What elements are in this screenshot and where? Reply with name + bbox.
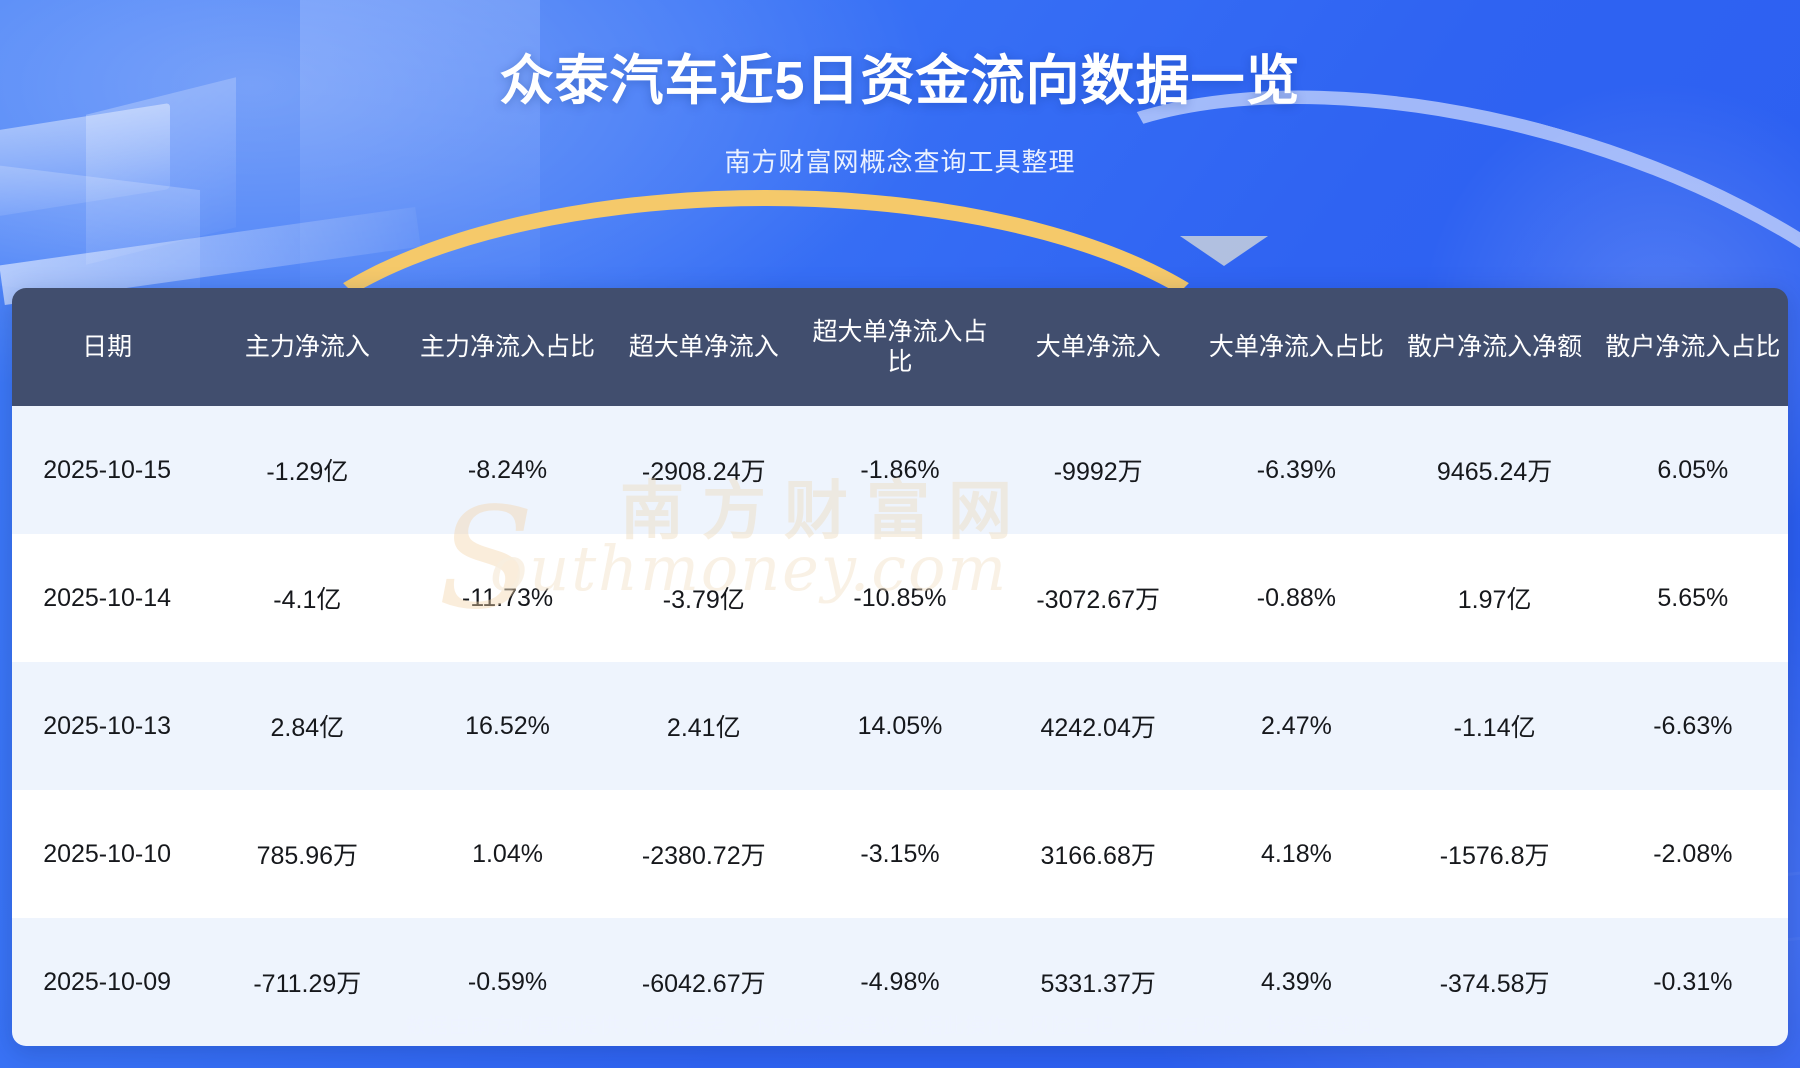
table-row: 2025-10-15 -1.29亿 -8.24% -2908.24万 -1.86… (12, 406, 1788, 534)
cell-main-pct: 16.52% (465, 711, 550, 740)
table-body: 2025-10-15 -1.29亿 -8.24% -2908.24万 -1.86… (12, 406, 1788, 1046)
col-header-retail-pct: 散户净流入占比 (1597, 288, 1788, 406)
fund-flow-table-card: 日期 主力净流入 主力净流入占比 超大单净流入 超大单净流入占比 大单净流入 大… (12, 288, 1788, 1046)
cell-xl-pct: -4.98% (860, 967, 940, 996)
cell-xl-pct: 14.05% (857, 711, 943, 740)
cell-retail-pct: -0.31% (1653, 967, 1733, 996)
cell-big-net: -3072.67万 (1036, 586, 1161, 614)
cell-big-pct: 2.47% (1260, 711, 1332, 740)
col-header-main-net: 主力净流入 (202, 288, 413, 406)
cell-date: 2025-10-15 (43, 455, 172, 484)
cell-date: 2025-10-13 (43, 711, 172, 740)
cell-retail-net: 1.97亿 (1457, 586, 1532, 614)
cell-main-pct: 1.04% (472, 839, 543, 868)
cell-main-pct: -8.24% (467, 455, 548, 484)
col-header-big-net: 大单净流入 (995, 288, 1202, 406)
cell-xl-net: -2380.72万 (641, 842, 766, 870)
cell-retail-net: -374.58万 (1439, 970, 1550, 998)
cell-xl-net: -3.79亿 (662, 586, 745, 614)
cell-main-net: -4.1亿 (273, 586, 342, 614)
cell-xl-pct: -10.85% (853, 583, 947, 612)
cell-big-pct: 4.39% (1260, 967, 1332, 996)
cell-retail-pct: 5.65% (1657, 583, 1729, 612)
cell-retail-net: -1.14亿 (1453, 714, 1536, 742)
cell-big-pct: -6.39% (1256, 455, 1337, 484)
col-header-retail-net: 散户净流入净额 (1391, 288, 1598, 406)
cell-xl-pct: -3.15% (860, 839, 940, 868)
cell-retail-pct: -6.63% (1653, 711, 1733, 740)
cell-main-net: 2.84亿 (270, 714, 345, 742)
table-row: 2025-10-10 785.96万 1.04% -2380.72万 -3.15… (12, 790, 1788, 918)
cell-main-net: -711.29万 (253, 970, 362, 998)
cell-xl-net: -2908.24万 (641, 458, 766, 486)
cell-date: 2025-10-09 (43, 967, 172, 996)
cell-main-pct: -0.59% (467, 967, 548, 996)
col-header-xl-pct: 超大单净流入占比 (804, 288, 996, 406)
cell-retail-net: -1576.8万 (1439, 842, 1550, 870)
cell-big-net: -9992万 (1053, 458, 1143, 486)
table-row: 2025-10-14 -4.1亿 -11.73% -3.79亿 -10.85% … (12, 534, 1788, 662)
cell-xl-net: 2.41亿 (666, 714, 741, 742)
col-header-xl-net: 超大单净流入 (602, 288, 805, 406)
cell-retail-net: 9465.24万 (1436, 458, 1553, 486)
table-head: 日期 主力净流入 主力净流入占比 超大单净流入 超大单净流入占比 大单净流入 大… (12, 288, 1788, 406)
decor-triangle (1180, 236, 1268, 266)
cell-big-pct: 4.18% (1260, 839, 1332, 868)
cell-big-net: 5331.37万 (1040, 970, 1156, 998)
disclaimer-text: 数据由南方财富网提供，仅供参考，不构成投资建议，据此操作，风险自担。股市有风险，… (405, 1015, 1395, 1038)
fund-flow-table: 日期 主力净流入 主力净流入占比 超大单净流入 超大单净流入占比 大单净流入 大… (12, 288, 1788, 1046)
col-header-big-pct: 大单净流入占比 (1201, 288, 1392, 406)
table-row: 2025-10-13 2.84亿 16.52% 2.41亿 14.05% 424… (12, 662, 1788, 790)
cell-xl-pct: -1.86% (860, 455, 940, 484)
page-subtitle: 南方财富网概念查询工具整理 (724, 147, 1076, 177)
cell-retail-pct: 6.05% (1657, 455, 1729, 484)
cell-main-net: 785.96万 (256, 842, 359, 870)
cell-retail-pct: -2.08% (1653, 839, 1733, 868)
table-row: 2025-10-09 -711.29万 -0.59% -6042.67万 -4.… (12, 918, 1788, 1046)
cell-main-pct: -11.73% (461, 583, 554, 612)
cell-xl-net: -6042.67万 (641, 970, 766, 998)
col-header-main-pct: 主力净流入占比 (412, 288, 603, 406)
table-header-row: 日期 主力净流入 主力净流入占比 超大单净流入 超大单净流入占比 大单净流入 大… (12, 288, 1788, 406)
cell-big-pct: -0.88% (1256, 583, 1337, 612)
col-header-date: 日期 (12, 288, 203, 406)
cell-big-net: 3166.68万 (1040, 842, 1156, 870)
cell-big-net: 4242.04万 (1040, 714, 1156, 742)
cell-date: 2025-10-10 (43, 839, 172, 868)
cell-main-net: -1.29亿 (266, 458, 349, 486)
page-title: 众泰汽车近5日资金流向数据一览 (499, 51, 1301, 111)
cell-date: 2025-10-14 (43, 583, 172, 612)
